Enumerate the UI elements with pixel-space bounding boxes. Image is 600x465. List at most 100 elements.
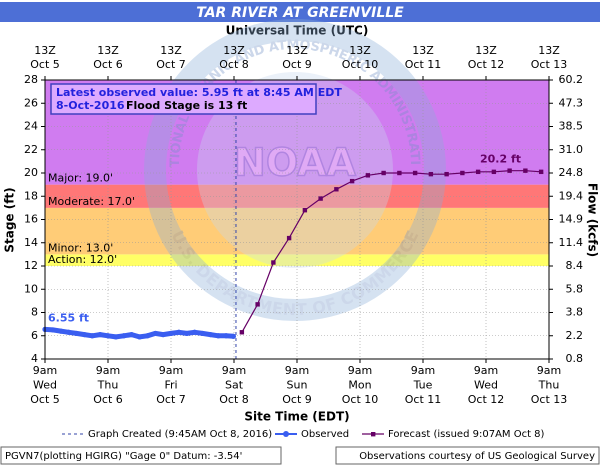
legend-label: Observed xyxy=(301,429,349,440)
annotation: 6.55 ft xyxy=(48,311,89,324)
top-x-tick-label: 13Z xyxy=(223,44,245,57)
x-tick-label: 9am xyxy=(474,364,498,377)
observed-point xyxy=(97,331,103,338)
x-tick-label: 9am xyxy=(222,364,246,377)
x-tick-label: 9am xyxy=(285,364,309,377)
y2-tick-label: 5.8 xyxy=(566,282,584,295)
y2-tick-label: 0.8 xyxy=(566,352,584,365)
top-x-tick-label: Oct 8 xyxy=(219,58,249,71)
x-tick-label: Sat xyxy=(225,379,244,392)
annotation: 20.2 ft xyxy=(480,153,521,166)
top-x-tick-label: Oct 10 xyxy=(342,58,379,71)
forecast-point xyxy=(271,260,276,265)
y2-tick-label: 47.3 xyxy=(559,96,584,109)
forecast-point xyxy=(507,168,512,173)
flood-label: Moderate: 17.0' xyxy=(48,195,135,208)
flood-label: Minor: 13.0' xyxy=(48,241,113,254)
y2-tick-label: 19.4 xyxy=(559,189,584,202)
x-tick-label: Oct 13 xyxy=(531,393,568,406)
y-tick-label: 4 xyxy=(31,352,38,365)
top-x-tick-label: 13Z xyxy=(475,44,497,57)
forecast-point xyxy=(239,330,245,335)
footer-left: PGVN7(plotting HGIRG) "Gage 0" Datum: -3… xyxy=(5,451,242,462)
notice: Latest observed value: 5.95 ft at 8:45 A… xyxy=(50,83,342,115)
y2-tick-label: 2.2 xyxy=(566,329,584,342)
observed-point xyxy=(81,331,87,338)
observed-point xyxy=(113,334,119,340)
y-tick-label: 18 xyxy=(24,189,38,202)
y2-axis-title: Flow (kcfs) xyxy=(586,183,600,257)
forecast-point xyxy=(255,302,260,307)
flood-label: Major: 19.0' xyxy=(48,172,113,185)
y-tick-label: 14 xyxy=(24,236,38,249)
observed-point xyxy=(121,333,127,339)
x-tick-label: 9am xyxy=(537,364,561,377)
x-tick-label: Wed xyxy=(474,379,498,392)
top-x-tick-label: 13Z xyxy=(349,44,371,57)
observed-point xyxy=(136,334,143,340)
plot-frame xyxy=(44,79,550,360)
x-tick-label: Oct 5 xyxy=(30,393,60,406)
x-tick-label: Fri xyxy=(164,379,177,392)
y2-tick-label: 3.8 xyxy=(566,306,584,319)
x-tick-label: 9am xyxy=(348,364,372,377)
y-tick-label: 16 xyxy=(24,213,38,226)
forecast-point xyxy=(286,235,292,241)
forecast-point xyxy=(475,169,481,175)
observed-point xyxy=(73,330,80,337)
forecast-line xyxy=(241,170,542,333)
forecast-point xyxy=(444,171,449,177)
observed-point xyxy=(152,330,158,337)
flood-label: Action: 12.0' xyxy=(48,253,117,266)
top-x-tick-label: 13Z xyxy=(160,44,182,57)
y2-tick-label: 11.4 xyxy=(559,236,584,249)
forecast-point xyxy=(460,170,465,176)
top-x-tick-label: Oct 5 xyxy=(30,58,60,71)
legend: Graph Created (9:45AM Oct 8, 2016) Observ… xyxy=(62,429,545,440)
notice-box xyxy=(50,83,317,115)
legend-swatch xyxy=(283,431,289,437)
y2-tick-label: 24.8 xyxy=(559,166,584,179)
chart-title: TAR RIVER AT GREENVILLE xyxy=(196,5,404,21)
x-tick-label: Oct 6 xyxy=(93,393,123,406)
forecast-point xyxy=(412,170,418,176)
top-x-tick-label: 13Z xyxy=(412,44,434,57)
x-tick-label: Wed xyxy=(33,379,57,392)
observed-point xyxy=(230,333,236,339)
forecast-point xyxy=(538,169,544,175)
y-tick-label: 26 xyxy=(24,96,38,109)
observed-point xyxy=(66,329,72,335)
observed-point xyxy=(160,331,166,338)
forecast-point xyxy=(397,170,402,176)
observed-point xyxy=(105,333,111,339)
x-tick-label: 9am xyxy=(33,364,57,377)
y-tick-label: 24 xyxy=(24,120,38,133)
x-tick-label: Oct 7 xyxy=(156,393,186,406)
y-tick-label: 8 xyxy=(31,306,38,319)
x-tick-label: 9am xyxy=(96,364,120,377)
top-x-tick-label: Oct 13 xyxy=(531,58,568,71)
y2-tick-label: 14.9 xyxy=(559,213,584,226)
footer-right: Observations courtesy of US Geological S… xyxy=(359,451,595,462)
y2-tick-label: 38.5 xyxy=(559,120,584,133)
legend-label: Forecast (issued 9:07AM Oct 8) xyxy=(388,429,545,440)
observed-point xyxy=(192,329,198,335)
top-x-tick-label: Oct 9 xyxy=(282,58,312,71)
observed-point xyxy=(199,330,206,337)
observed-point xyxy=(168,330,174,337)
observed-point xyxy=(223,333,229,339)
top-x-tick-label: 13Z xyxy=(286,44,308,57)
x-tick-label: Thu xyxy=(538,379,560,392)
watermark-center: NOAA xyxy=(234,141,356,185)
y-tick-label: 12 xyxy=(24,259,38,272)
observed-point xyxy=(207,331,213,338)
top-x-tick-label: 13Z xyxy=(538,44,560,57)
observed-point xyxy=(50,327,56,333)
y-tick-label: 6 xyxy=(31,329,38,342)
notice-line: Latest observed value: 5.95 ft at 8:45 A… xyxy=(56,86,342,99)
y-axis-title: Stage (ft) xyxy=(3,187,17,252)
top-x-tick-label: 13Z xyxy=(97,44,119,57)
x-tick-label: 9am xyxy=(411,364,435,377)
top-axis-title: Universal Time (UTC) xyxy=(226,24,369,38)
observed-point xyxy=(89,333,95,339)
